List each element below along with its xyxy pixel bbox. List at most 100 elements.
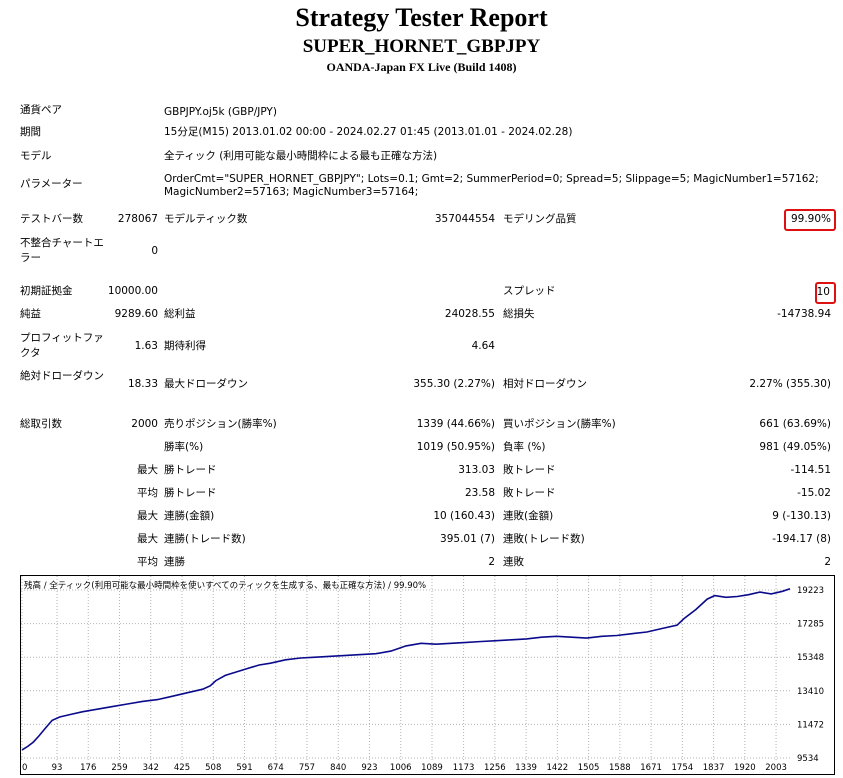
- period-label: 期間: [20, 126, 41, 138]
- largest-win-label: 勝トレード: [164, 464, 217, 476]
- x-tick-label: 1173: [453, 763, 475, 773]
- long-value: 661 (63.69%): [759, 418, 831, 430]
- x-tick-label: 591: [236, 763, 252, 773]
- x-tick-label: 1422: [547, 763, 569, 773]
- avg-cons-win-value: 2: [488, 556, 495, 568]
- avg-cons-win-label: 連勝: [164, 556, 185, 568]
- ticks-label: モデルティック数: [164, 213, 248, 225]
- spread-value: 10: [816, 286, 830, 298]
- x-tick-label: 1006: [390, 763, 412, 773]
- gross-loss-value: -14738.94: [777, 308, 831, 320]
- x-tick-label: 93: [52, 763, 63, 773]
- x-tick-label: 923: [361, 763, 377, 773]
- max-cons-win-count-value: 395.01 (7): [440, 533, 495, 545]
- report-title: Strategy Tester Report: [295, 3, 548, 32]
- ticks-value: 357044554: [434, 213, 495, 225]
- x-tick-label: 1089: [421, 763, 443, 773]
- bars-value: 278067: [117, 213, 158, 225]
- max-cons-win-money-label: 連勝(金額): [164, 510, 215, 522]
- y-tick-label: 9534: [797, 754, 819, 764]
- model-label: モデル: [20, 150, 52, 162]
- x-tick-label: 1754: [672, 763, 694, 773]
- long-label: 買いポジション(勝率%): [503, 418, 616, 430]
- pf-value: 1.63: [134, 340, 158, 352]
- pf-label: プロフィットファクタ: [20, 332, 104, 359]
- x-tick-label: 259: [111, 763, 127, 773]
- y-tick-label: 17285: [797, 620, 824, 630]
- rel-dd-label: 相対ドローダウン: [503, 378, 587, 390]
- x-tick-label: 1588: [609, 763, 631, 773]
- max-cons-loss-money-label: 連敗(金額): [503, 510, 554, 522]
- x-tick-label: 0: [22, 763, 27, 773]
- win-label: 勝率(%): [164, 441, 204, 453]
- spread-label: スプレッド: [503, 285, 556, 297]
- max-cons-loss-money-value: 9 (-130.13): [772, 510, 831, 522]
- total-trades-value: 2000: [131, 418, 158, 430]
- deposit-value: 10000.00: [107, 285, 158, 297]
- short-label: 売りポジション(勝率%): [164, 418, 277, 430]
- avg-loss-label: 敗トレード: [503, 487, 556, 499]
- symbol-label: 通貨ペア: [20, 104, 62, 116]
- rel-dd-value: 2.27% (355.30): [749, 378, 831, 390]
- avg-prefix-1: 平均: [137, 487, 158, 499]
- spread-highlight-box: [815, 282, 836, 304]
- total-trades-label: 総取引数: [20, 418, 62, 430]
- x-tick-label: 1920: [734, 763, 756, 773]
- x-tick-label: 342: [143, 763, 159, 773]
- x-tick-label: 674: [268, 763, 284, 773]
- avg-cons-loss-label: 連敗: [503, 556, 524, 568]
- x-tick-label: 1671: [640, 763, 662, 773]
- params-label: パラメーター: [20, 178, 83, 190]
- quality-label: モデリング品質: [503, 213, 577, 225]
- deposit-label: 初期証拠金: [20, 285, 73, 297]
- avg-win-value: 23.58: [464, 487, 495, 499]
- max-cons-win-count-label: 連勝(トレード数): [164, 533, 246, 545]
- server-name: OANDA-Japan FX Live (Build 1408): [326, 60, 517, 74]
- max-cons-win-money-value: 10 (160.43): [433, 510, 495, 522]
- largest-loss-label: 敗トレード: [503, 464, 556, 476]
- max-dd-label: 最大ドローダウン: [164, 378, 248, 390]
- x-tick-label: 425: [174, 763, 190, 773]
- win-value: 1019 (50.95%): [416, 441, 495, 453]
- y-tick-label: 15348: [797, 653, 824, 663]
- loss-label: 負率 (%): [503, 441, 546, 453]
- max-cons-loss-count-label: 連敗(トレード数): [503, 533, 585, 545]
- gross-profit-value: 24028.55: [444, 308, 495, 320]
- x-tick-label: 840: [330, 763, 346, 773]
- quality-value: 99.90%: [790, 213, 831, 225]
- net-value: 9289.60: [114, 308, 158, 320]
- short-value: 1339 (44.66%): [416, 418, 495, 430]
- bars-label: テストバー数: [20, 213, 83, 225]
- loss-value: 981 (49.05%): [759, 441, 831, 453]
- x-tick-label: 1339: [515, 763, 537, 773]
- avg-prefix-2: 平均: [137, 556, 158, 568]
- x-tick-label: 1837: [703, 763, 725, 773]
- x-tick-label: 1505: [578, 763, 600, 773]
- mismatch-label: 不整合チャートエラー: [20, 237, 104, 264]
- symbol-value: GBPJPY.oj5k (GBP/JPY): [164, 106, 277, 118]
- largest-win-value: 313.03: [458, 464, 495, 476]
- gross-loss-label: 総損失: [503, 308, 535, 320]
- mismatch-value: 0: [151, 245, 158, 257]
- abs-dd-value: 18.33: [127, 378, 158, 390]
- avg-loss-value: -15.02: [797, 487, 831, 499]
- payoff-value: 4.64: [471, 340, 495, 352]
- chart-title: 残高 / 全ティック(利用可能な最小時間枠を使いすべてのティックを生成する、最も…: [24, 580, 426, 591]
- y-tick-label: 13410: [797, 687, 824, 697]
- largest-loss-value: -114.51: [790, 464, 831, 476]
- gross-profit-label: 総利益: [164, 308, 196, 320]
- max-prefix-2: 最大: [137, 510, 158, 522]
- ea-name: SUPER_HORNET_GBPJPY: [302, 36, 541, 57]
- avg-cons-loss-value: 2: [824, 556, 831, 568]
- abs-dd-label: 絶対ドローダウン: [20, 370, 104, 382]
- x-tick-label: 757: [299, 763, 315, 773]
- params-line-1: OrderCmt="SUPER_HORNET_GBPJPY"; Lots=0.1…: [164, 173, 819, 185]
- x-tick-label: 176: [80, 763, 96, 773]
- avg-win-label: 勝トレード: [164, 487, 217, 499]
- params-line-2: MagicNumber2=57163; MagicNumber3=57164;: [164, 186, 419, 198]
- y-tick-label: 11472: [797, 720, 824, 730]
- x-tick-label: 1256: [484, 763, 506, 773]
- net-label: 純益: [20, 308, 41, 320]
- max-prefix-3: 最大: [137, 533, 158, 545]
- model-value: 全ティック (利用可能な最小時間枠による最も正確な方法): [164, 150, 438, 162]
